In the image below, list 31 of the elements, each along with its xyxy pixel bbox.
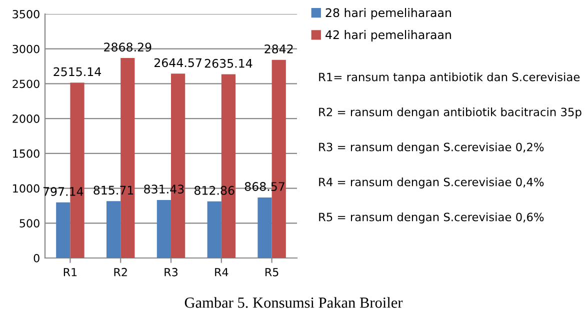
y-tick-label: 2500 (12, 80, 40, 88)
data-label: 2635.14 (204, 58, 252, 68)
data-label: 2644.57 (154, 58, 202, 68)
bar (56, 202, 70, 258)
text: R4 = ransum dengan S.cerevisiae 0,4% (319, 177, 544, 189)
y-tick-label: 0 (34, 254, 40, 262)
text: R1= ransum tanpa antibiotik dan S.cerevisiae (319, 72, 580, 84)
text: Gambar 5. Konsumsi Pakan Broiler (184, 297, 403, 308)
y-tick-label: 1500 (13, 149, 40, 158)
x-tick-label: R4 (215, 268, 228, 276)
legend-label: 42 hari pemeliharaan (326, 30, 451, 42)
y-tick-label: 3000 (12, 44, 40, 54)
y-tick-label: 2000 (12, 114, 40, 123)
text: R5 = ransum dengan S.cerevisiae 0,6% (319, 212, 544, 224)
legend-label: 28 hari pemeliharaan (326, 8, 451, 20)
bar (258, 197, 272, 258)
bar (106, 201, 121, 258)
bar (207, 201, 222, 258)
x-tick-label: R1 (64, 268, 77, 276)
x-tick-label: R5 (265, 268, 278, 276)
text: R2 = ransum dengan antibiotik bacitracin 35p (319, 107, 582, 119)
text: R3 = ransum dengan S.cerevisiae 0,2% (319, 142, 544, 154)
data-label: 2515.14 (54, 67, 102, 76)
bar (156, 200, 171, 258)
data-label: 2842 (264, 44, 293, 54)
y-tick-label: 3500 (12, 10, 40, 18)
x-tick-label: R3 (164, 268, 178, 276)
y-tick-label: 1000 (13, 184, 40, 193)
data-label: 2868.29 (104, 42, 152, 52)
y-tick-label: 500 (20, 219, 40, 228)
x-tick-label: R2 (114, 268, 127, 276)
